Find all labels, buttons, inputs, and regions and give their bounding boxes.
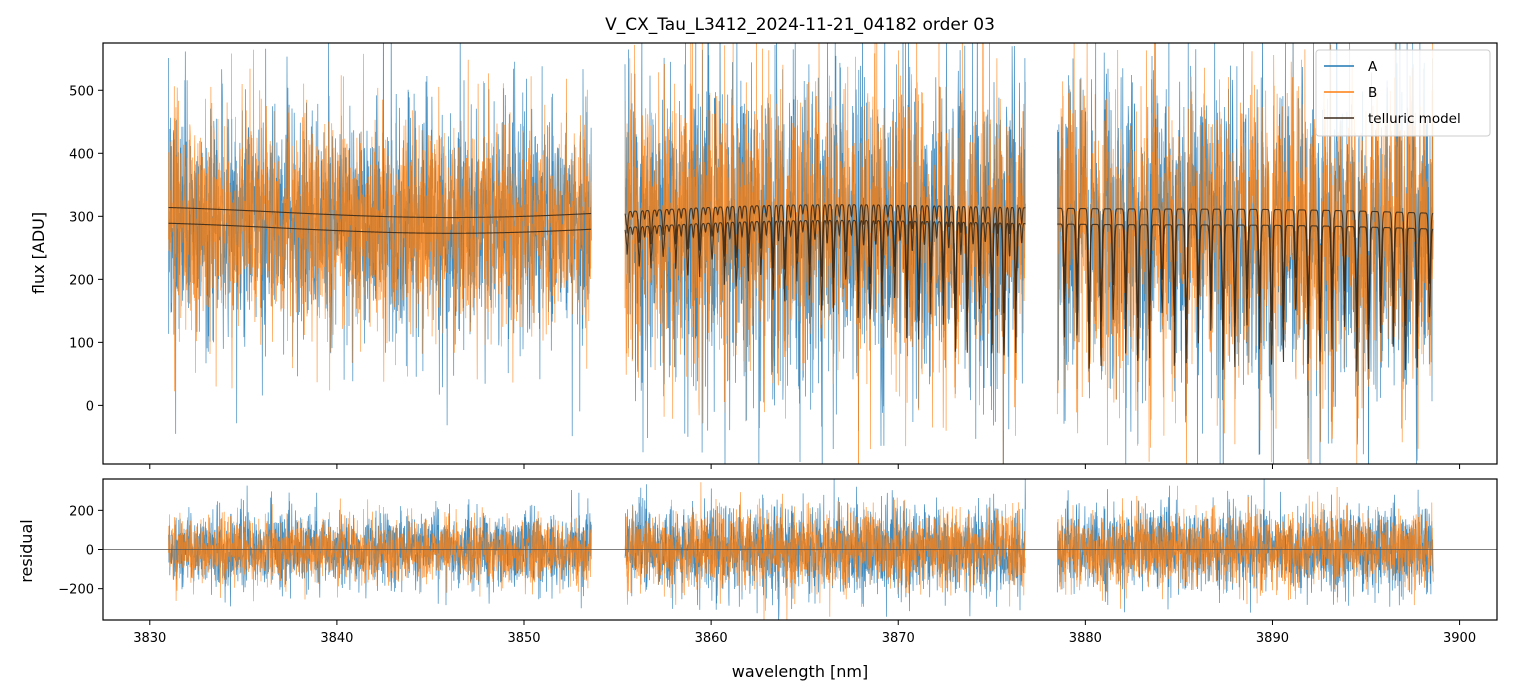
telluric-model-curve-2-segment-1	[168, 222, 592, 234]
flux-panel: 0 100 200 300 400 500 flux [ADU] A B telluric…	[29, 42, 1498, 469]
residual-y-tick-label: −200	[58, 583, 94, 598]
x-tick-label: 3890	[1256, 631, 1289, 646]
series-b-residual-segment-1	[168, 498, 592, 602]
telluric-model-curve-1-segment-3	[1057, 207, 1434, 327]
flux-y-tick-label: 300	[69, 210, 94, 225]
flux-y-tick-label: 0	[86, 399, 94, 414]
residual-x-ticks: 3830 3840 3850 3860 3870 3880 3890 3900	[133, 620, 1476, 646]
flux-axes-frame	[102, 42, 1498, 465]
x-axis-label: wavelength [nm]	[732, 662, 869, 681]
legend-label-a: A	[1368, 59, 1378, 75]
residual-y-tick-label: 200	[69, 504, 94, 519]
x-tick-label: 3870	[882, 631, 915, 646]
residual-y-tick-label: 0	[86, 544, 94, 559]
chart-title: V_CX_Tau_L3412_2024-11-21_04182 order 03	[605, 15, 995, 35]
legend-box	[1315, 49, 1491, 137]
x-tick-label: 3830	[133, 631, 166, 646]
flux-x-ticks	[149, 464, 1461, 469]
series-b-residual-segment-2	[624, 482, 1026, 620]
x-tick-label: 3900	[1443, 631, 1476, 646]
flux-y-tick-label: 500	[69, 84, 94, 99]
x-tick-label: 3860	[695, 631, 728, 646]
residual-y-ticks: −200 0 200	[58, 504, 103, 598]
flux-y-tick-label: 100	[69, 336, 94, 351]
flux-plot-area	[168, 43, 1434, 464]
flux-y-ticks: 0 100 200 300 400 500	[69, 84, 103, 414]
legend: A B telluric model	[1315, 49, 1491, 137]
x-tick-label: 3840	[320, 631, 353, 646]
telluric-model-curve-1-segment-1	[168, 206, 592, 219]
legend-label-telluric: telluric model	[1368, 111, 1461, 127]
residual-panel: −200 0 200 3830 3840 3850 3860 3870 3880 3890 390…	[17, 478, 1498, 681]
flux-y-tick-label: 200	[69, 273, 94, 288]
series-b-flux-segment-2	[624, 43, 1026, 464]
telluric-model-curve-1-segment-2	[624, 204, 1026, 314]
flux-y-tick-label: 400	[69, 147, 94, 162]
x-tick-label: 3850	[507, 631, 540, 646]
telluric-model-curve-2-segment-2	[624, 219, 1026, 356]
series-b-flux-segment-1	[168, 49, 592, 392]
x-tick-label: 3880	[1069, 631, 1102, 646]
flux-y-axis-label: flux [ADU]	[29, 212, 48, 294]
telluric-model-curve-2-segment-3	[1057, 223, 1434, 372]
residual-y-axis-label: residual	[17, 519, 36, 582]
residual-plot-area	[103, 479, 1497, 620]
legend-label-b: B	[1368, 85, 1377, 101]
series-b-residual-segment-3	[1056, 485, 1434, 609]
